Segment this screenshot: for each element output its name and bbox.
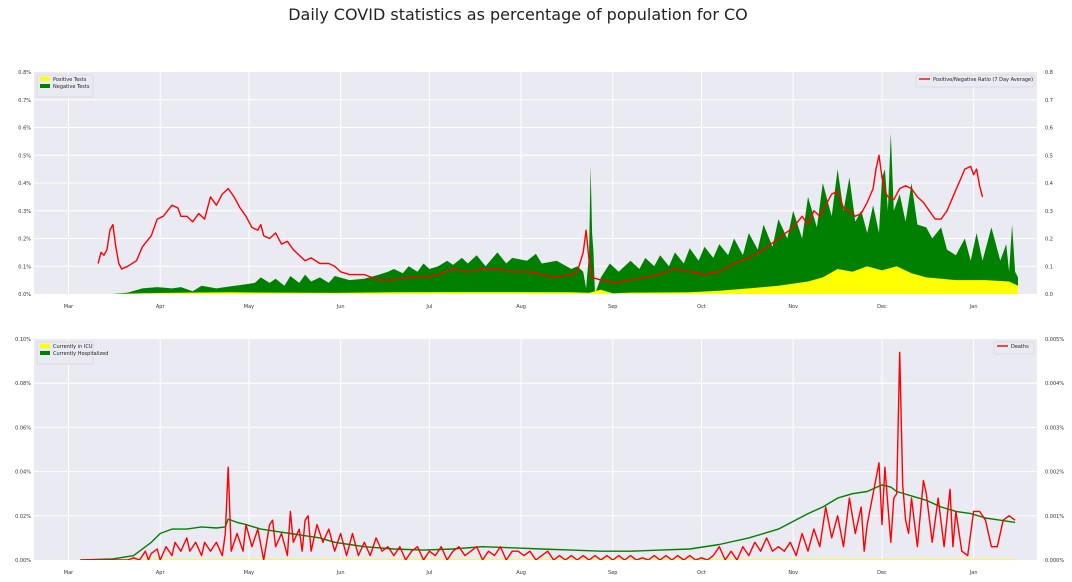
legend-box	[36, 341, 94, 365]
x-tick-label: Jul	[425, 570, 432, 576]
y-left-tick-label: 0.5%	[18, 153, 31, 159]
legend-box	[915, 74, 1035, 88]
x-tick-label: Jun	[336, 304, 345, 310]
x-tick-label: Sep	[608, 570, 617, 576]
series-group	[80, 351, 1016, 560]
y-right-tick-label: 0.6	[1045, 126, 1053, 132]
x-tick-label: May	[244, 304, 254, 310]
x-tick-label: Jul	[425, 304, 432, 310]
y-right-tick-label: 0.003%	[1045, 425, 1064, 431]
legend-box	[36, 74, 94, 98]
x-tick-label: Jan	[969, 570, 978, 576]
legend-label: Currently in ICU	[53, 344, 93, 350]
legend-swatch-positive	[40, 77, 50, 81]
x-tick-label: Jan	[969, 304, 978, 310]
x-tick-label: Aug	[516, 304, 526, 310]
y-right-tick-label: 0.4	[1045, 181, 1053, 187]
y-left-tick-label: 0.1%	[18, 264, 31, 270]
y-right-tick-label: 0.2	[1045, 237, 1053, 243]
y-right-tick-label: 0.8	[1045, 70, 1053, 76]
x-tick-label: Nov	[788, 304, 798, 310]
x-tick-label: Aug	[516, 570, 526, 576]
series-group	[97, 133, 1018, 294]
legend-swatch-hospitalized	[40, 351, 50, 355]
series-area-positive	[112, 266, 1018, 294]
x-tick-label: Apr	[156, 570, 166, 576]
hospital-panel: 0.00% 0.02% 0.04% 0.06% 0.08% 0.10% 0.000% 0.00…	[15, 337, 1064, 576]
y-left-tick-label: 0.3%	[18, 209, 31, 215]
y-right-tick-label: 0.7	[1045, 98, 1053, 104]
x-tick-label: Oct	[697, 570, 706, 576]
legend-right: Deaths	[993, 341, 1035, 355]
legend-label: Deaths	[1011, 344, 1029, 350]
legend-box	[993, 341, 1035, 355]
y-left-tick-label: 0.10%	[15, 337, 31, 343]
y-left-tick-label: 0.0%	[18, 292, 31, 298]
y-right-tick-label: 0.3	[1045, 209, 1053, 215]
y-right-tick-label: 0.000%	[1045, 558, 1064, 564]
y-left-tick-label: 0.02%	[15, 514, 31, 520]
legend-right: Positive/Negative Ratio (7 Day Average)	[915, 74, 1035, 88]
x-tick-label: Dec	[877, 570, 887, 576]
x-tick-label: Apr	[156, 304, 166, 310]
legend-label: Currently Hospitalized	[53, 351, 108, 357]
y-left-tick-label: 0.6%	[18, 126, 31, 132]
x-tick-label: Jun	[336, 570, 345, 576]
series-line-ratio	[97, 154, 984, 284]
x-tick-label: May	[244, 570, 254, 576]
y-right-tick-label: 0.005%	[1045, 337, 1064, 343]
y-right-tick-label: 0.001%	[1045, 514, 1064, 520]
x-tick-label: Mar	[64, 304, 74, 310]
y-left-tick-label: 0.7%	[18, 98, 31, 104]
x-tick-label: Nov	[788, 570, 798, 576]
x-tick-label: Dec	[877, 304, 887, 310]
tests-panel: 0.0% 0.1% 0.2% 0.3% 0.4% 0.5% 0.6% 0.7% 0.8% 0.0 0…	[18, 70, 1053, 310]
y-left-tick-label: 0.2%	[18, 237, 31, 243]
y-right-tick-label: 0.0	[1045, 292, 1053, 298]
legend-swatch-icu	[40, 344, 50, 348]
x-tick-label: Oct	[697, 304, 706, 310]
legend-label: Positive Tests	[53, 77, 87, 83]
y-right-tick-label: 0.004%	[1045, 381, 1064, 387]
series-area-negative	[112, 133, 1018, 294]
y-left-tick-label: 0.08%	[15, 381, 31, 387]
y-right-tick-label: 0.002%	[1045, 470, 1064, 476]
x-tick-label: Mar	[64, 570, 74, 576]
plot-area	[34, 339, 1037, 560]
legend-label: Positive/Negative Ratio (7 Day Average)	[933, 77, 1033, 83]
y-left-tick-label: 0.06%	[15, 425, 31, 431]
y-left-tick-label: 0.8%	[18, 70, 31, 76]
y-left-tick-label: 0.04%	[15, 470, 31, 476]
x-tick-label: Sep	[608, 304, 617, 310]
y-right-tick-label: 0.1	[1045, 264, 1053, 270]
series-line-hospitalized	[80, 484, 1016, 560]
y-left-tick-label: 0.00%	[15, 558, 31, 564]
legend-label: Negative Tests	[53, 84, 90, 90]
series-line-deaths	[80, 351, 1016, 560]
y-right-tick-label: 0.5	[1045, 153, 1053, 159]
figure-title: Daily COVID statistics as percentage of …	[288, 5, 748, 24]
legend-swatch-negative	[40, 84, 50, 88]
y-left-tick-label: 0.4%	[18, 181, 31, 187]
